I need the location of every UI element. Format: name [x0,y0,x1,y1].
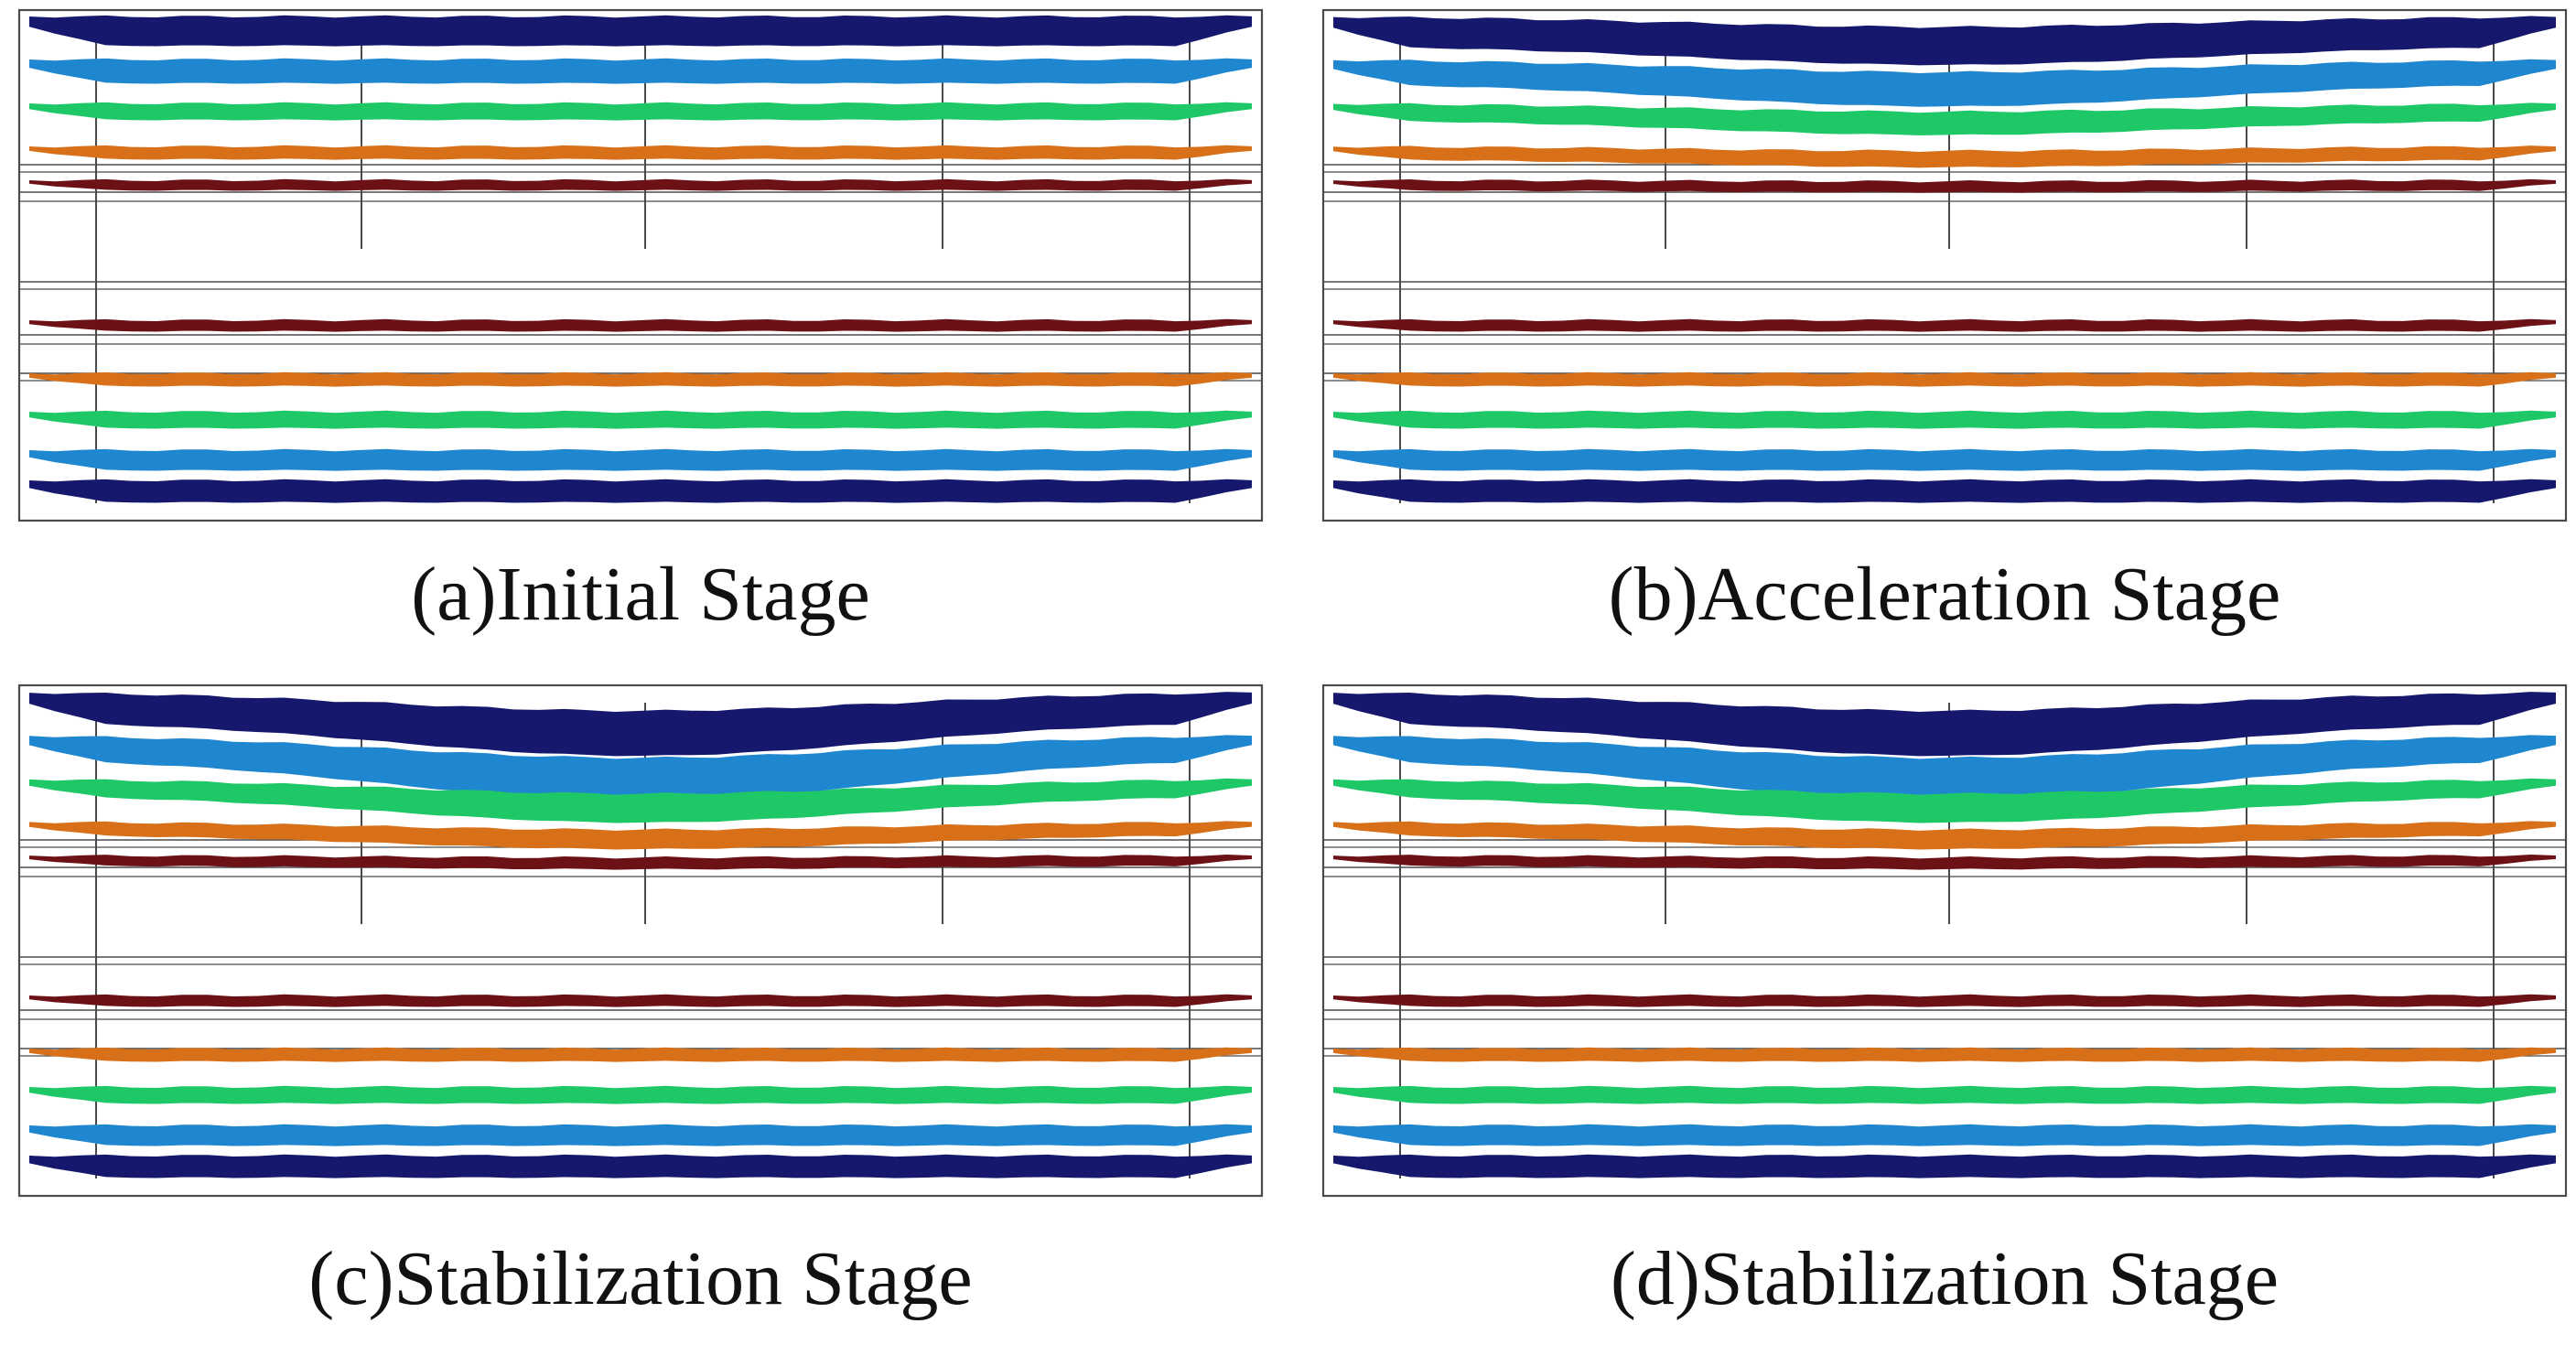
lower-layer-navy [29,1154,1252,1178]
panel-stabilization-stage-d [1321,683,2568,1198]
lower-layer-orange [29,1047,1252,1062]
lower-layer-blue [1333,1124,2556,1146]
frame-gridlines [18,27,1263,503]
lower-layer-navy [1333,1154,2556,1178]
frame-outline [1321,8,2568,522]
lower-layer-maroon [29,994,1252,1007]
caption-initial-stage: (a)Initial Stage [411,552,870,637]
upper-layer-orange [29,145,1252,160]
upper-layer-maroon [1333,855,2556,870]
upper-layer-navy [29,692,1252,757]
isosurface-view-stabilization-d [1321,683,2568,1198]
lower-layer-blue [29,448,1252,471]
upper-layer-blue [29,735,1252,802]
caption-acceleration-stage: (b)Acceleration Stage [1608,552,2281,637]
upper-layer-blue [1333,59,2556,107]
caption-stabilization-stage-d: (d)Stabilization Stage [1610,1236,2280,1321]
lower-layer-maroon [29,318,1252,332]
lower-layer-green [29,1085,1252,1104]
upper-layer-navy [1333,16,2556,66]
upper-layer-blue [29,58,1252,84]
upper-layer-orange [1333,145,2556,168]
isosurface-view-initial [17,8,1264,522]
frame-outline [17,8,1264,522]
caption-stabilization-stage-c: (c)Stabilization Stage [308,1236,973,1321]
isosurface-view-stabilization-c [17,683,1264,1198]
upper-layer-orange [1333,821,2556,850]
lower-layer-maroon [1333,318,2556,332]
upper-layer-orange [29,821,1252,850]
upper-layer-blue [1333,735,2556,802]
lower-layer-green [1333,410,2556,429]
lower-layer-orange [1333,1047,2556,1062]
upper-layer-maroon [29,178,1252,191]
frame-outline [17,683,1264,1198]
lower-layer-orange [29,371,1252,387]
frame-outline [1321,683,2568,1198]
panel-acceleration-stage [1321,8,2568,522]
upper-layer-maroon [1333,178,2556,193]
lower-layer-blue [1333,448,2556,471]
upper-layer-green [1333,778,2556,823]
isosurface-view-acceleration [1321,8,2568,522]
panel-initial-stage [17,8,1264,522]
upper-layer-green [29,778,1252,823]
upper-layer-maroon [29,855,1252,870]
lower-layer-maroon [1333,994,2556,1007]
lower-layer-blue [29,1124,1252,1146]
lower-layer-green [29,410,1252,429]
lower-layer-navy [1333,479,2556,503]
upper-layer-navy [29,15,1252,47]
lower-layer-green [1333,1085,2556,1104]
upper-layer-navy [1333,692,2556,757]
lower-layer-navy [29,479,1252,503]
panel-stabilization-stage-c [17,683,1264,1198]
upper-layer-green [1333,102,2556,135]
upper-layer-green [29,102,1252,121]
lower-layer-orange [1333,371,2556,387]
